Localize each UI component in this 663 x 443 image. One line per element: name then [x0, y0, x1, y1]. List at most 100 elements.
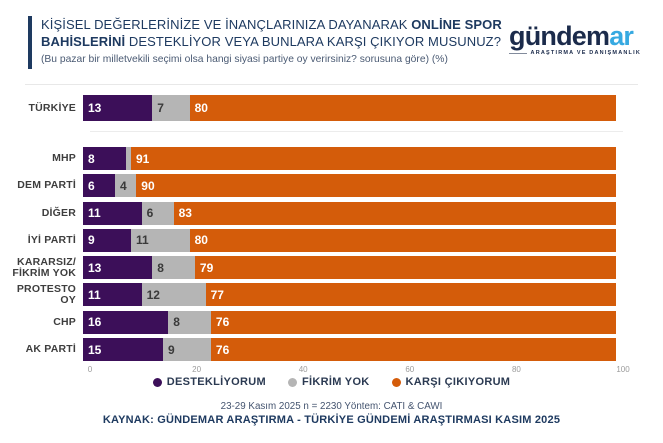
chart-row: DEM PARTİ 6 4 90: [0, 174, 663, 198]
segment-value: 8: [173, 315, 180, 330]
segment-value: 80: [194, 101, 208, 115]
title-text: DESTEKLİYOR VEYA BUNLARA KARŞI ÇIKIYOR M…: [125, 33, 502, 49]
bar-track: 6 4 90: [83, 174, 616, 198]
segment-value: 12: [146, 287, 160, 302]
bar-segment: 77: [205, 283, 616, 307]
legend-label: KARŞI ÇIKIYORUM: [405, 376, 511, 388]
title-text: KİŞİSEL DEĞERLERİNİZE VE İNANÇLARINIZA D…: [41, 17, 412, 32]
segment-value: 11: [88, 206, 101, 221]
turkiye-separator: [90, 131, 623, 132]
axis-tick: 100: [616, 365, 630, 375]
chart-row: MHP 8 91: [0, 147, 663, 170]
legend-item: FİKRİM YOK: [287, 376, 370, 388]
axis-tick: 60: [405, 365, 415, 375]
bar-segment: [125, 147, 131, 170]
bar-segment: 16: [83, 310, 169, 334]
legend-label: DESTEKLİYORUM: [166, 376, 266, 388]
segment-value: 13: [88, 101, 102, 115]
segment-value: 11: [88, 287, 101, 302]
bar-segment: 79: [194, 256, 616, 280]
segment-value: 16: [88, 315, 102, 330]
bar-segment: 11: [130, 228, 190, 252]
legend-dot: [391, 377, 401, 387]
bar-segment: 90: [136, 174, 616, 198]
bar-segment: 13: [83, 256, 153, 280]
segment-value: 80: [194, 233, 208, 248]
row-label: PROTESTO OY: [16, 282, 76, 306]
row-label: İYİ PARTİ: [27, 233, 76, 246]
bar-segment: 80: [189, 95, 616, 121]
bar-segment: 7: [152, 95, 190, 121]
bar-segment: 13: [83, 95, 153, 121]
axis-tick: 40: [298, 365, 308, 375]
bar-segment: 6: [83, 174, 115, 198]
bar-segment: 8: [152, 256, 195, 280]
bar-segment: 11: [83, 283, 142, 307]
header: KİŞİSEL DEĞERLERİNİZE VE İNANÇLARINIZA D…: [28, 16, 641, 69]
segment-value: 76: [215, 342, 230, 357]
bar-track: 11 6 83: [83, 201, 616, 225]
bar-track: 13 8 79: [83, 256, 616, 280]
row-label: TÜRKİYE: [28, 101, 76, 114]
bar-segment: 83: [173, 201, 616, 225]
segment-value: 15: [88, 342, 102, 357]
bar-segment: 4: [114, 174, 137, 198]
logo-wordmark: gündemar: [509, 21, 641, 51]
axis-tick: 80: [511, 365, 521, 375]
title-text: ONLİNE SPOR: [411, 17, 502, 32]
bar-segment: 80: [189, 228, 616, 252]
title-block: KİŞİSEL DEĞERLERİNİZE VE İNANÇLARINIZA D…: [41, 16, 502, 69]
bar-segment: 9: [83, 228, 131, 252]
axis-tick: 0: [87, 365, 93, 375]
row-label: AK PARTİ: [25, 343, 76, 356]
bar-segment: 76: [210, 310, 616, 334]
bar-track: 9 11 80: [83, 228, 616, 252]
bar-segment: 91: [130, 147, 616, 170]
chart-row: TÜRKİYE 13 7 80: [0, 95, 663, 121]
bar-segment: 9: [162, 338, 211, 362]
chart-row: KARARSIZ/ FİKRİM YOK 13 8 79: [0, 256, 663, 280]
page-title: KİŞİSEL DEĞERLERİNİZE VE İNANÇLARINIZA D…: [41, 17, 502, 50]
chart-rows: TÜRKİYE 13 7 80 MHP 8 91 DEM PARTİ 6 4 90 DİĞER 11 6 8…: [0, 95, 663, 362]
segment-value: 9: [88, 233, 95, 248]
title-text: BAHİSLERİNİ: [41, 33, 126, 49]
segment-value: 13: [88, 260, 102, 275]
chart-row: AK PARTİ 15 9 76: [0, 338, 663, 362]
bar-segment: 15: [83, 338, 163, 362]
chart-row: DİĞER 11 6 83: [0, 201, 663, 225]
segment-value: 6: [146, 206, 154, 221]
bar-segment: 6: [141, 201, 174, 225]
row-label: CHP: [53, 315, 76, 328]
chart: TÜRKİYE 13 7 80 MHP 8 91 DEM PARTİ 6 4 90 DİĞER 11 6 8…: [0, 95, 663, 377]
legend-item: KARŞI ÇIKIYORUM: [391, 376, 511, 388]
page-subtitle: (Bu pazar bir milletvekili seçimi olsa h…: [41, 54, 448, 65]
segment-value: 7: [157, 101, 164, 115]
bar-track: 8 91: [83, 147, 616, 170]
legend-dot: [152, 377, 162, 387]
bar-segment: 11: [83, 201, 142, 225]
logo-tagline-text: ARAŞTIRMA VE DANIŞMANLIK: [530, 50, 641, 56]
bar-track: 16 8 76: [83, 310, 616, 334]
segment-value: 8: [88, 151, 95, 166]
segment-value: 11: [135, 233, 149, 248]
segment-value: 77: [210, 287, 224, 302]
logo-tagline-rule: [509, 52, 527, 54]
brand-logo: gündemar ARAŞTIRMA VE DANIŞMANLIK: [509, 16, 641, 69]
header-divider: [25, 84, 638, 85]
bar-segment: 76: [210, 338, 616, 362]
legend-label: FİKRİM YOK: [301, 376, 370, 388]
footer-source: KAYNAK: GÜNDEMAR ARAŞTIRMA - TÜRKİYE GÜN…: [102, 414, 561, 426]
segment-value: 8: [157, 260, 164, 275]
segment-value: 79: [199, 260, 214, 275]
logo-wordmark-accent: ar: [609, 21, 634, 51]
bar-track: 13 7 80: [83, 95, 616, 121]
segment-value: 90: [141, 178, 155, 193]
bar-segment: 12: [141, 283, 206, 307]
footer-note: 23-29 Kasım 2025 n = 2230 Yöntem: CATI &…: [220, 401, 443, 412]
segment-value: 9: [167, 342, 175, 357]
segment-value: 4: [119, 178, 127, 193]
title-accent-bar: [28, 16, 32, 69]
segment-value: 6: [88, 178, 95, 193]
axis-tick: 20: [192, 365, 202, 375]
segment-value: 91: [135, 151, 150, 166]
